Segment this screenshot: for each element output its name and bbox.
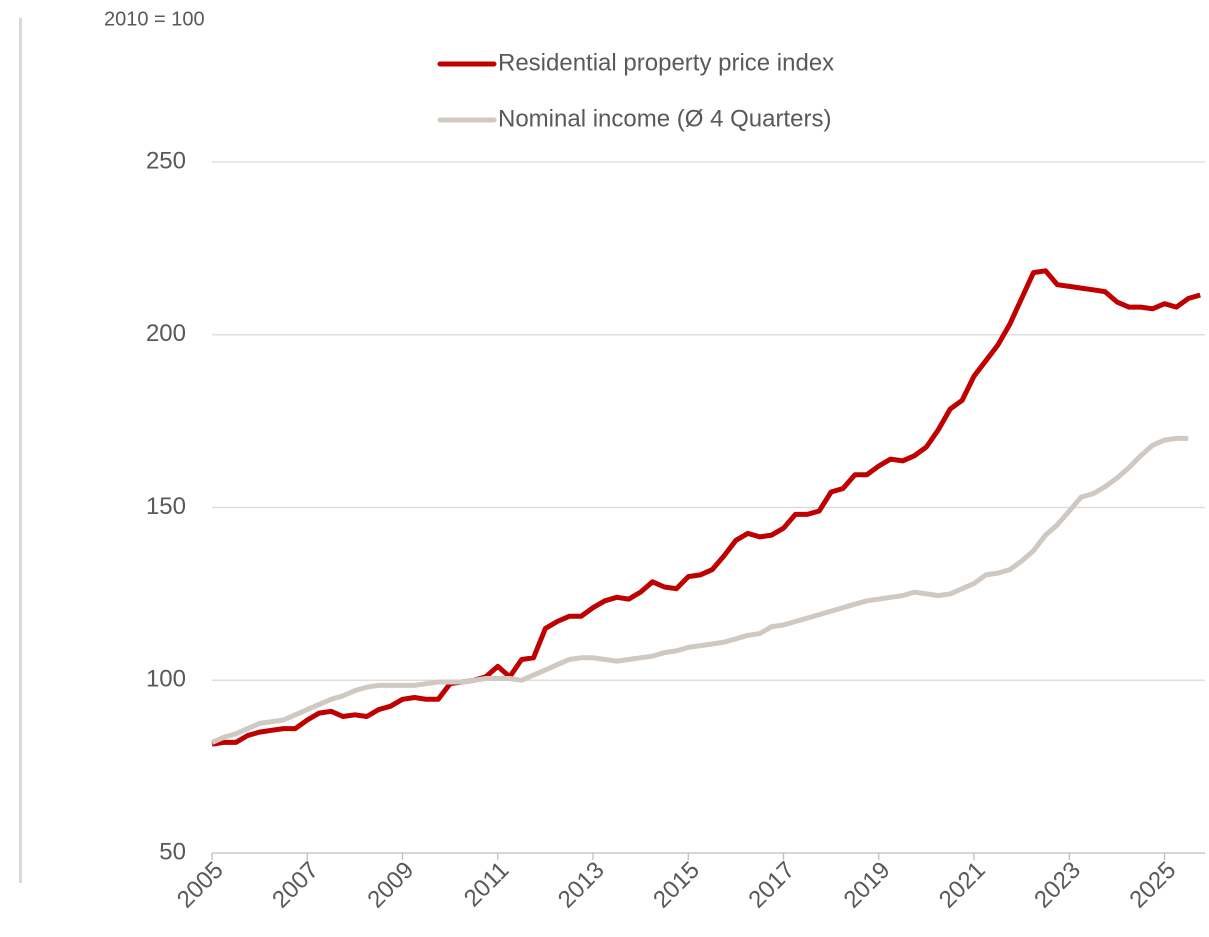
subtitle: 2010 = 100 (104, 8, 205, 30)
legend-label: Nominal income (Ø 4 Quarters) (498, 105, 831, 132)
x-tick-label: 2007 (267, 857, 324, 914)
x-tick-label: 2023 (1029, 857, 1086, 914)
legend-label: Residential property price index (498, 49, 834, 76)
x-tick-label: 2021 (934, 857, 991, 914)
x-tick-label: 2011 (459, 857, 515, 913)
x-tick-label: 2009 (362, 857, 419, 914)
y-tick-label: 100 (146, 666, 186, 693)
series-line (211, 435, 1189, 745)
y-tick-label: 250 (146, 147, 186, 174)
x-tick-label: 2017 (743, 857, 800, 914)
x-tick-label: 2025 (1124, 857, 1181, 914)
y-tick-label: 200 (146, 320, 186, 347)
x-tick-label: 2013 (553, 857, 610, 914)
series-line (211, 268, 1201, 747)
y-tick-label: 150 (146, 493, 186, 520)
y-tick-label: 50 (159, 838, 186, 865)
x-tick-label: 2019 (839, 857, 896, 914)
side-bar (19, 18, 22, 883)
x-tick-label: 2015 (648, 857, 705, 914)
